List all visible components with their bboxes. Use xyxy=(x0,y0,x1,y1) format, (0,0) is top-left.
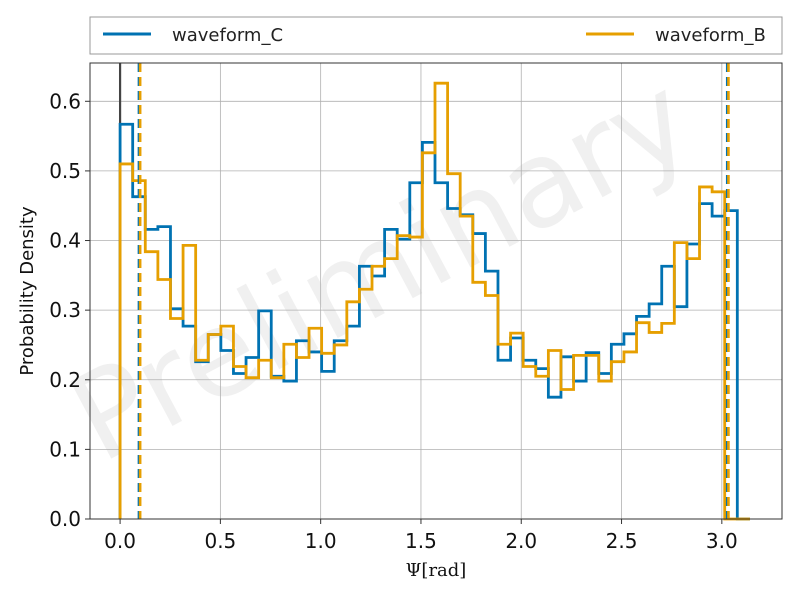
x-tick-label: 2.5 xyxy=(606,529,638,553)
legend: waveform_C waveform_B xyxy=(89,16,783,55)
y-tick-label: 0.0 xyxy=(49,507,81,531)
y-tick-label: 0.2 xyxy=(49,368,81,392)
legend-frame xyxy=(89,16,783,55)
x-axis-ticks: 0.0 0.5 1.0 1.5 2.0 2.5 3.0 xyxy=(104,519,738,553)
series-layer xyxy=(118,81,750,521)
plot-frame xyxy=(89,62,783,520)
x-tick-label: 3.0 xyxy=(706,529,738,553)
x-tick-label: 1.0 xyxy=(305,529,337,553)
y-tick-label: 0.3 xyxy=(49,298,81,322)
marker-lines xyxy=(137,63,730,519)
y-tick-label: 0.6 xyxy=(49,89,81,113)
x-tick-label: 0.5 xyxy=(204,529,236,553)
x-tick-label: 2.0 xyxy=(505,529,537,553)
y-axis-label: Probability Density xyxy=(17,206,38,376)
y-tick-label: 0.1 xyxy=(49,437,81,461)
y-tick-label: 0.5 xyxy=(49,159,81,183)
x-tick-label: 1.5 xyxy=(405,529,437,553)
x-tick-label: 0.0 xyxy=(104,529,136,553)
y-tick-label: 0.4 xyxy=(49,229,81,253)
legend-label-waveform-b: waveform_B xyxy=(655,25,766,46)
histogram-waveform-b xyxy=(118,81,750,521)
y-axis-ticks: 0.0 0.1 0.2 0.3 0.4 0.5 0.6 xyxy=(49,89,90,531)
x-axis-label: Ψ[rad] xyxy=(406,560,467,581)
legend-label-waveform-c: waveform_C xyxy=(172,25,283,46)
